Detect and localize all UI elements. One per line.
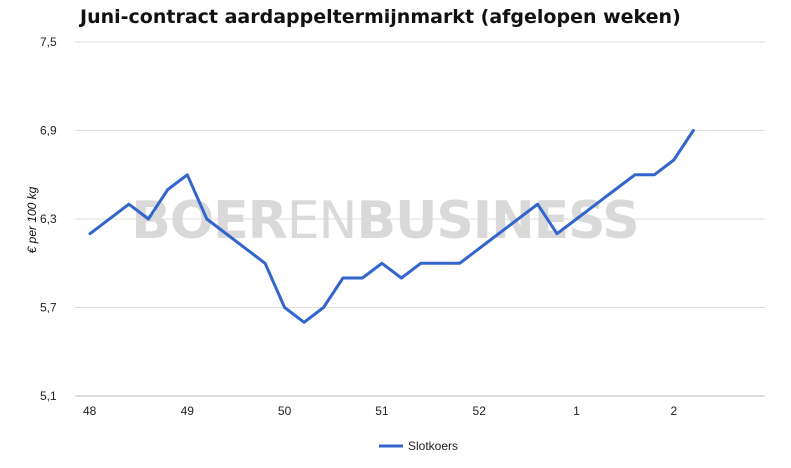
legend-label: Slotkoers xyxy=(408,439,458,453)
y-tick-label: 5,7 xyxy=(40,301,57,315)
x-tick-label: 51 xyxy=(375,404,389,418)
y-tick-label: 5,1 xyxy=(40,389,57,403)
x-tick-label: 48 xyxy=(83,404,97,418)
grid-lines xyxy=(75,41,765,397)
y-axis-ticks: 7,5 6,9 6,3 5,7 5,1 xyxy=(40,35,57,403)
x-axis-ticks: 48 49 50 51 52 1 2 xyxy=(83,404,677,418)
y-tick-label: 6,9 xyxy=(40,124,57,138)
x-tick-label: 2 xyxy=(670,404,677,418)
y-tick-label: 6,3 xyxy=(40,212,57,226)
chart-title: Juni-contract aardappeltermijnmarkt (afg… xyxy=(80,6,681,28)
watermark-text: BOERENBUSINESS xyxy=(131,191,638,251)
watermark-part-2: EN xyxy=(287,191,357,251)
legend: Slotkoers xyxy=(379,439,458,453)
y-axis-label: € per 100 kg xyxy=(25,186,39,253)
series-line xyxy=(88,129,695,324)
x-tick-label: 52 xyxy=(473,404,487,418)
watermark-part-3: BUSINESS xyxy=(356,191,638,251)
x-tick-label: 49 xyxy=(181,404,195,418)
watermark: BOERENBUSINESS xyxy=(131,191,639,251)
y-tick-label: 7,5 xyxy=(40,35,57,49)
series-lines xyxy=(88,129,695,324)
x-tick-label: 50 xyxy=(278,404,292,418)
x-tick-label: 1 xyxy=(573,404,580,418)
